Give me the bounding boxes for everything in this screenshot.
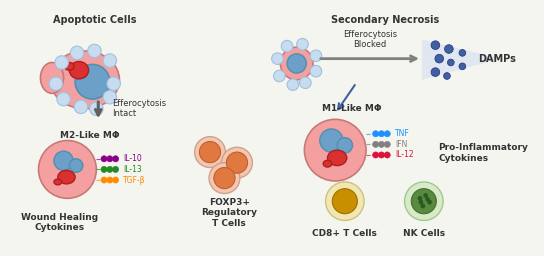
Circle shape xyxy=(103,90,116,104)
Circle shape xyxy=(447,59,454,66)
Ellipse shape xyxy=(65,62,74,70)
Ellipse shape xyxy=(40,62,64,93)
Circle shape xyxy=(221,147,252,178)
Circle shape xyxy=(337,138,353,153)
Circle shape xyxy=(384,152,390,158)
Circle shape xyxy=(431,68,440,77)
Circle shape xyxy=(421,204,425,208)
Circle shape xyxy=(226,152,248,173)
Circle shape xyxy=(287,79,299,90)
Circle shape xyxy=(459,49,466,56)
Circle shape xyxy=(373,141,379,147)
Circle shape xyxy=(274,70,285,82)
Circle shape xyxy=(214,167,235,189)
Circle shape xyxy=(431,41,440,49)
Circle shape xyxy=(305,119,366,181)
Circle shape xyxy=(281,40,293,52)
Circle shape xyxy=(103,54,116,67)
Circle shape xyxy=(310,65,322,77)
Circle shape xyxy=(209,163,240,194)
Circle shape xyxy=(39,141,96,198)
Circle shape xyxy=(373,152,379,158)
Text: M2-Like MΦ: M2-Like MΦ xyxy=(60,131,119,140)
Circle shape xyxy=(428,200,432,204)
Text: Secondary Necrosis: Secondary Necrosis xyxy=(331,15,440,25)
Circle shape xyxy=(379,131,385,137)
Circle shape xyxy=(74,100,88,114)
Circle shape xyxy=(113,177,119,183)
Circle shape xyxy=(411,189,436,214)
Circle shape xyxy=(287,54,306,73)
Circle shape xyxy=(280,47,313,80)
Circle shape xyxy=(101,166,107,173)
Circle shape xyxy=(49,77,63,90)
Circle shape xyxy=(373,131,379,137)
Text: CD8+ T Cells: CD8+ T Cells xyxy=(312,229,378,238)
Circle shape xyxy=(419,200,423,204)
Ellipse shape xyxy=(69,61,89,79)
Text: Efferocytosis
Intact: Efferocytosis Intact xyxy=(112,99,166,119)
Ellipse shape xyxy=(54,179,61,185)
Circle shape xyxy=(320,129,343,152)
Circle shape xyxy=(424,193,428,198)
Text: TNF: TNF xyxy=(395,129,410,138)
Circle shape xyxy=(443,73,450,79)
Text: IL-10: IL-10 xyxy=(123,154,142,163)
Circle shape xyxy=(200,142,220,163)
Ellipse shape xyxy=(327,150,347,166)
Circle shape xyxy=(271,53,283,65)
Text: Apoptotic Cells: Apoptotic Cells xyxy=(53,15,136,25)
Circle shape xyxy=(195,137,225,167)
Circle shape xyxy=(113,156,119,162)
Circle shape xyxy=(444,45,453,53)
Circle shape xyxy=(113,166,119,173)
Circle shape xyxy=(107,166,113,173)
Circle shape xyxy=(418,196,422,200)
Text: IL-13: IL-13 xyxy=(123,165,142,174)
Circle shape xyxy=(57,92,70,106)
Circle shape xyxy=(55,56,69,69)
Circle shape xyxy=(54,151,73,170)
Circle shape xyxy=(70,46,84,60)
Circle shape xyxy=(405,182,443,220)
Circle shape xyxy=(425,197,430,201)
Circle shape xyxy=(435,54,443,63)
Text: Efferocytosis
Blocked: Efferocytosis Blocked xyxy=(343,30,397,49)
Text: IFN: IFN xyxy=(395,140,407,149)
Circle shape xyxy=(101,156,107,162)
Circle shape xyxy=(379,152,385,158)
Circle shape xyxy=(325,182,364,220)
Text: M1-Like MΦ: M1-Like MΦ xyxy=(322,104,381,113)
Ellipse shape xyxy=(323,160,332,167)
Circle shape xyxy=(379,141,385,147)
Circle shape xyxy=(384,141,390,147)
Text: Pro-Inflammatory
Cytokines: Pro-Inflammatory Cytokines xyxy=(438,143,528,163)
Circle shape xyxy=(90,102,103,115)
Circle shape xyxy=(75,65,110,99)
Text: FOXP3+
Regulatory
T Cells: FOXP3+ Regulatory T Cells xyxy=(201,198,257,228)
Circle shape xyxy=(332,189,357,214)
Circle shape xyxy=(88,44,101,58)
Polygon shape xyxy=(422,39,501,80)
Circle shape xyxy=(310,50,322,61)
Text: IL-12: IL-12 xyxy=(395,151,413,159)
Text: TGF-β: TGF-β xyxy=(123,176,146,185)
Circle shape xyxy=(107,177,113,183)
Ellipse shape xyxy=(58,170,75,184)
Circle shape xyxy=(384,131,390,137)
Text: DAMPs: DAMPs xyxy=(478,54,516,64)
Circle shape xyxy=(459,63,466,70)
Ellipse shape xyxy=(50,51,120,109)
Circle shape xyxy=(107,156,113,162)
Circle shape xyxy=(69,159,83,172)
Text: NK Cells: NK Cells xyxy=(403,229,445,238)
Circle shape xyxy=(300,77,311,89)
Circle shape xyxy=(101,177,107,183)
Circle shape xyxy=(296,38,308,50)
Circle shape xyxy=(107,77,120,90)
Text: Wound Healing
Cytokines: Wound Healing Cytokines xyxy=(21,213,98,232)
